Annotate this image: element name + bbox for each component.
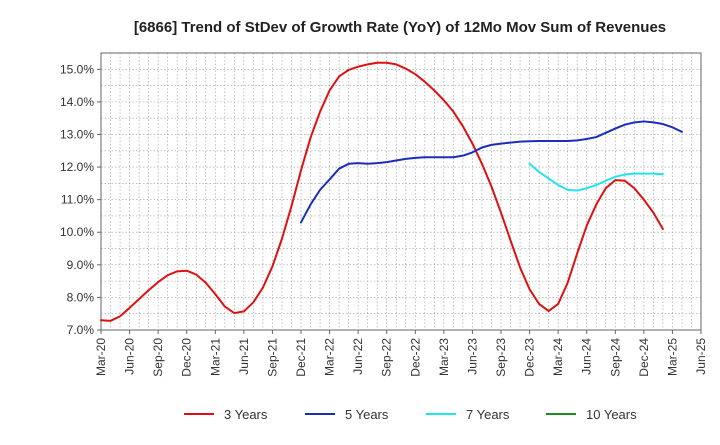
y-tick-label: 13.0% bbox=[60, 127, 94, 141]
x-tick-label: Sep-24 bbox=[608, 338, 622, 377]
y-tick-label: 11.0% bbox=[61, 193, 94, 207]
x-tick-label: Jun-21 bbox=[237, 338, 251, 375]
x-tick-label: Sep-22 bbox=[380, 338, 394, 377]
y-tick-label: 10.0% bbox=[60, 225, 94, 239]
legend-label-5-years: 5 Years bbox=[345, 407, 389, 422]
x-tick-label: Jun-23 bbox=[465, 338, 479, 375]
chart-title: [6866] Trend of StDev of Growth Rate (Yo… bbox=[134, 19, 666, 36]
y-tick-label: 8.0% bbox=[67, 290, 95, 304]
plot-frame bbox=[100, 52, 702, 331]
legend-label-10-years: 10 Years bbox=[586, 407, 637, 422]
y-tick-label: 14.0% bbox=[60, 95, 94, 109]
x-tick-label: Jun-22 bbox=[351, 338, 365, 375]
x-tick-label: Dec-20 bbox=[180, 338, 194, 377]
x-tick-label: Jun-20 bbox=[123, 338, 137, 375]
x-tick-label: Dec-21 bbox=[294, 338, 308, 377]
x-tick-label: Dec-22 bbox=[408, 338, 422, 377]
x-tick-label: Sep-23 bbox=[494, 338, 508, 377]
legend: 3 Years 5 Years 7 Years 10 Years bbox=[184, 407, 637, 422]
series-line-3-years bbox=[100, 61, 664, 322]
series-line-5-years bbox=[300, 120, 683, 224]
x-tick-label: Jun-25 bbox=[694, 338, 708, 375]
y-tick-label: 15.0% bbox=[60, 62, 94, 76]
x-tick-label: Mar-23 bbox=[437, 338, 451, 376]
x-tick-label: Dec-24 bbox=[637, 338, 651, 377]
x-tick-label: Mar-20 bbox=[94, 338, 108, 376]
axes: 7.0% 8.0% 9.0% 10.0% 11.0% 12.0% 13.0% 14.0% 15.… bbox=[60, 52, 708, 377]
legend-label-7-years: 7 Years bbox=[466, 407, 510, 422]
grid bbox=[101, 53, 701, 330]
x-tick-label: Mar-24 bbox=[551, 338, 565, 376]
y-tick-label: 9.0% bbox=[67, 258, 95, 272]
x-tick-label: Sep-21 bbox=[265, 338, 279, 377]
x-tick-label: Jun-24 bbox=[580, 338, 594, 375]
series-line-7-years bbox=[528, 162, 664, 192]
x-tick-label: Dec-23 bbox=[523, 338, 537, 377]
legend-label-3-years: 3 Years bbox=[224, 407, 268, 422]
x-tick-label: Mar-21 bbox=[208, 338, 222, 376]
y-tick-label: 7.0% bbox=[67, 323, 95, 337]
y-tick-label: 12.0% bbox=[60, 160, 94, 174]
x-tick-label: Mar-25 bbox=[665, 338, 679, 376]
x-tick-label: Sep-20 bbox=[151, 338, 165, 377]
x-tick-label: Mar-22 bbox=[323, 338, 337, 376]
series-lines bbox=[100, 61, 683, 322]
